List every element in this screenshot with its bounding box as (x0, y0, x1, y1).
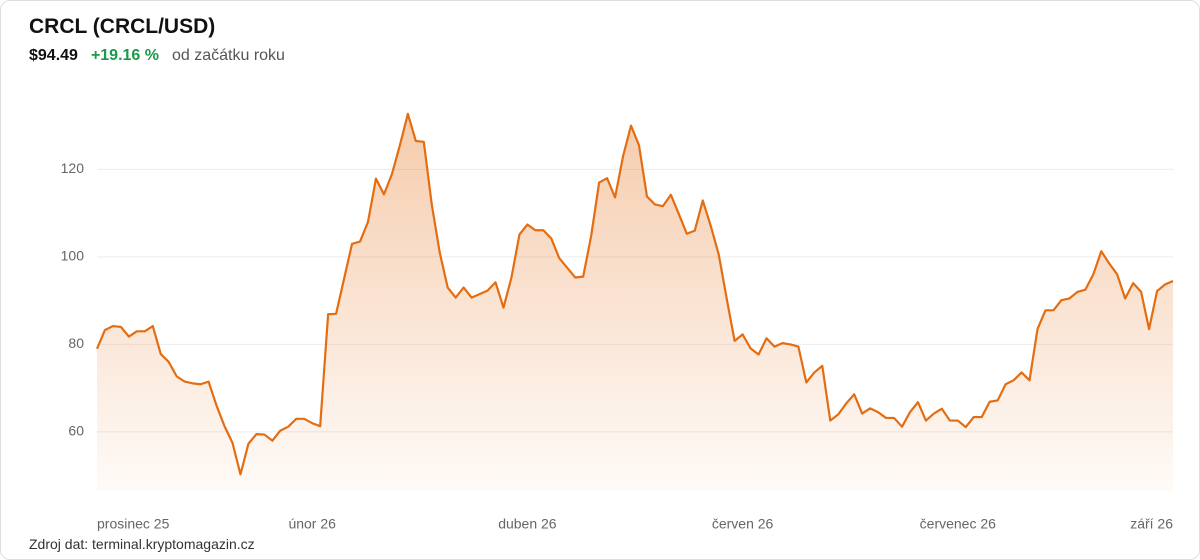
chart: 60 80 100 120 prosinec 25 únor 26 duben 26 červ… (61, 112, 1174, 531)
source: Zdroj dat: terminal.kryptomagazin.cz (29, 536, 255, 552)
change: +19.16 % (90, 47, 159, 64)
x-tick-label: červen 26 (712, 516, 774, 531)
area-fill (97, 113, 1173, 491)
price: $94.49 (29, 47, 78, 64)
x-tick-label: červenec 26 (920, 516, 996, 531)
price-row: $94.49 +19.16 % od začátku roku (29, 47, 285, 65)
x-tick-label: únor 26 (288, 516, 336, 531)
x-tick-label: prosinec 25 (97, 516, 170, 531)
y-tick-label: 120 (61, 160, 85, 176)
price-line (95, 112, 1174, 476)
y-tick-label: 80 (68, 335, 84, 351)
period: od začátku roku (172, 47, 285, 64)
y-tick-label: 60 (68, 423, 84, 439)
title: CRCL (CRCL/USD) (29, 15, 216, 38)
x-tick-label: září 26 (1130, 516, 1173, 531)
x-tick-label: duben 26 (498, 516, 557, 531)
y-tick-label: 100 (61, 248, 85, 264)
